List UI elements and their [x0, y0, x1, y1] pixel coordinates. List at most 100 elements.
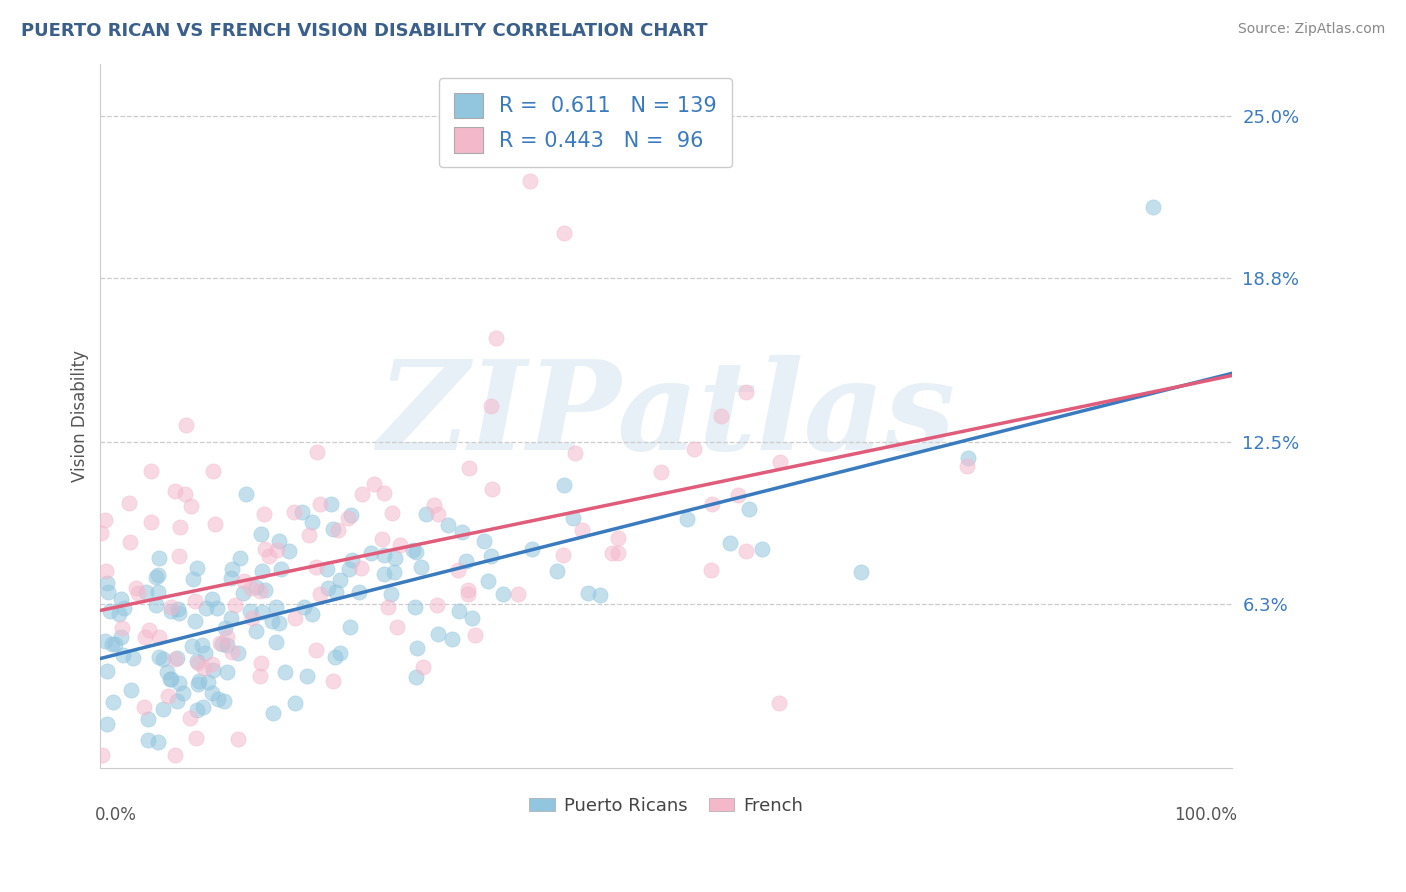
Point: [228, 551, 250, 566]
Point: [607, 546, 630, 560]
Point: [464, 627, 486, 641]
Point: [422, 499, 444, 513]
Text: ZIPatlas: ZIPatlas: [377, 355, 955, 476]
Point: [402, 543, 425, 558]
Point: [264, 600, 287, 615]
Point: [181, 572, 204, 586]
Legend: Puerto Ricans, French: Puerto Ricans, French: [522, 789, 810, 822]
Point: [650, 465, 672, 479]
Point: [257, 549, 280, 563]
Point: [193, 661, 215, 675]
Point: [235, 487, 257, 501]
Point: [849, 565, 872, 579]
Point: [104, 637, 127, 651]
Point: [167, 549, 190, 564]
Point: [702, 497, 724, 511]
Point: [194, 600, 217, 615]
Point: [405, 544, 427, 558]
Point: [180, 500, 202, 514]
Point: [405, 669, 427, 683]
Point: [250, 656, 273, 670]
Point: [166, 694, 188, 708]
Point: [304, 643, 326, 657]
Point: [224, 598, 246, 612]
Point: [200, 657, 222, 671]
Point: [98, 604, 121, 618]
Point: [146, 568, 169, 582]
Point: [262, 706, 284, 721]
Point: [553, 477, 575, 491]
Point: [384, 550, 406, 565]
Point: [184, 614, 207, 628]
Point: [283, 505, 305, 519]
Point: [301, 515, 323, 529]
Point: [307, 445, 329, 459]
Point: [212, 694, 235, 708]
Point: [233, 574, 256, 589]
Point: [146, 735, 169, 749]
Point: [136, 712, 159, 726]
Point: [447, 563, 470, 577]
Point: [956, 458, 979, 473]
Text: 100.0%: 100.0%: [1174, 806, 1237, 824]
Point: [208, 635, 231, 649]
Point: [179, 711, 201, 725]
Point: [571, 524, 593, 538]
Point: [553, 548, 575, 562]
Point: [727, 488, 749, 502]
Point: [440, 632, 463, 646]
Point: [160, 672, 183, 686]
Point: [274, 665, 297, 679]
Point: [159, 604, 181, 618]
Point: [191, 700, 214, 714]
Point: [132, 699, 155, 714]
Point: [219, 571, 242, 585]
Point: [148, 631, 170, 645]
Point: [751, 542, 773, 557]
Point: [249, 527, 271, 541]
Point: [329, 647, 352, 661]
Point: [319, 498, 342, 512]
Text: PUERTO RICAN VS FRENCH VISION DISABILITY CORRELATION CHART: PUERTO RICAN VS FRENCH VISION DISABILITY…: [21, 22, 707, 40]
Point: [250, 565, 273, 579]
Point: [173, 487, 195, 501]
Point: [406, 641, 429, 656]
Point: [373, 566, 395, 581]
Point: [204, 517, 226, 532]
Point: [110, 630, 132, 644]
Point: [100, 636, 122, 650]
Point: [253, 541, 276, 556]
Point: [145, 570, 167, 584]
Point: [291, 505, 314, 519]
Point: [328, 523, 350, 537]
Point: [381, 506, 404, 520]
Point: [172, 686, 194, 700]
Point: [278, 544, 301, 558]
Point: [163, 652, 186, 666]
Y-axis label: Vision Disability: Vision Disability: [72, 350, 89, 482]
Point: [134, 630, 156, 644]
Point: [138, 624, 160, 638]
Point: [546, 564, 568, 578]
Point: [956, 450, 979, 465]
Point: [385, 620, 408, 634]
Point: [226, 647, 249, 661]
Point: [253, 507, 276, 521]
Point: [267, 534, 290, 549]
Point: [377, 600, 399, 615]
Point: [409, 560, 432, 574]
Point: [239, 604, 262, 618]
Point: [427, 627, 450, 641]
Point: [301, 607, 323, 621]
Point: [186, 731, 208, 745]
Point: [221, 562, 243, 576]
Point: [253, 582, 276, 597]
Point: [458, 460, 481, 475]
Point: [180, 640, 202, 654]
Point: [426, 598, 449, 612]
Point: [415, 507, 437, 521]
Point: [159, 672, 181, 686]
Point: [176, 418, 198, 433]
Point: [157, 689, 180, 703]
Point: [207, 692, 229, 706]
